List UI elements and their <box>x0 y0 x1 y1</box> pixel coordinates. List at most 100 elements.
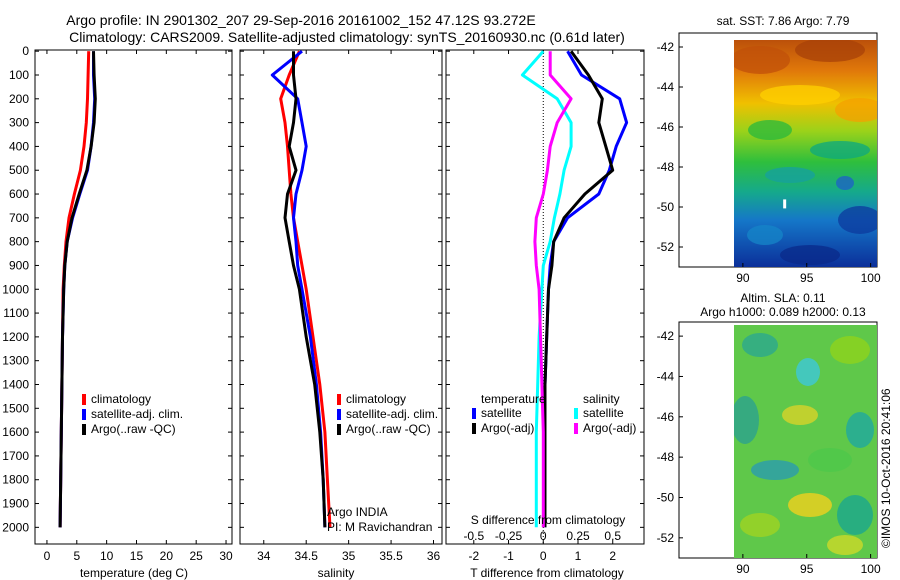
series-line-argo-raw-qc- <box>283 51 327 528</box>
sst-texture <box>810 141 870 159</box>
s-diff-tick-label: 0 <box>540 529 547 543</box>
temperature-xlabel: temperature (deg C) <box>80 566 188 580</box>
series-line-satellite-adj-clim- <box>58 51 97 528</box>
x-tick-label: 34 <box>257 549 271 563</box>
depth-tick-label: 1400 <box>2 377 29 391</box>
depth-tick-label: 1700 <box>2 449 29 463</box>
lon-tick-label: 95 <box>800 271 814 285</box>
sst-map-title: sat. SST: 7.86 Argo: 7.79 <box>717 14 850 28</box>
legend-swatch <box>82 424 86 435</box>
sla-texture <box>837 495 873 535</box>
legend-swatch <box>574 423 578 434</box>
series-line-temperature-argo-adj- <box>543 50 615 528</box>
difference-legend: temperature salinitysatelliteArgo(-adj)sa… <box>472 392 636 435</box>
t-difference-label: T difference from climatology <box>470 566 624 580</box>
depth-tick-label: 400 <box>9 139 29 153</box>
legend-group-label: temperature <box>481 392 546 406</box>
x-tick-label: -2 <box>468 549 479 563</box>
legend-swatch <box>337 424 341 435</box>
lat-tick-label: -48 <box>657 160 675 174</box>
legend-swatch <box>337 394 341 405</box>
sla-texture <box>740 513 780 537</box>
argo-pi-label: PI: M Ravichandran <box>327 520 432 534</box>
sla-field <box>734 325 877 558</box>
lon-tick-label: 100 <box>861 562 881 576</box>
series-line-salinity-satellite <box>520 50 573 528</box>
x-tick-label: 35.5 <box>379 549 403 563</box>
depth-tick-label: 1200 <box>2 330 29 344</box>
legend-swatch <box>337 409 341 420</box>
salinity-axes-frame <box>239 49 443 545</box>
x-tick-label: 25 <box>190 549 204 563</box>
x-tick-label: 35 <box>342 549 356 563</box>
sla-map-title: Altim. SLA: 0.11 <box>740 291 825 305</box>
legend-label: Argo(-adj) <box>481 421 534 435</box>
depth-tick-label: 100 <box>9 68 29 82</box>
depth-tick-label: 1000 <box>2 282 29 296</box>
sla-texture <box>742 333 778 357</box>
sla-texture <box>846 412 874 448</box>
depth-tick-label: 300 <box>9 116 29 130</box>
sst-texture <box>760 85 840 105</box>
sst-texture <box>838 206 877 234</box>
difference-panel: -2 -1 0 1 2 -0.5 -0.25 0 0.25 0.5 S difference f… <box>445 49 645 580</box>
x-tick-label: 2 <box>609 549 616 563</box>
sla-texture <box>788 493 832 517</box>
argo-program-label: Argo INDIA <box>327 505 388 519</box>
depth-tick-label: 1300 <box>2 354 29 368</box>
temperature-panel: 0100200300400500600700800900100011001200… <box>2 44 644 580</box>
lat-tick-label: -48 <box>657 450 675 464</box>
legend-label: satellite-adj. clim. <box>91 407 183 421</box>
depth-tick-label: 900 <box>9 258 29 272</box>
sst-texture <box>734 46 790 74</box>
x-tick-label: 1 <box>575 549 582 563</box>
depth-tick-label: 2000 <box>2 520 29 534</box>
legend-group-label: salinity <box>583 392 620 406</box>
sst-field <box>734 40 877 267</box>
x-tick-label: 0 <box>540 549 547 563</box>
lat-tick-label: -44 <box>657 369 675 383</box>
depth-tick-label: 200 <box>9 92 29 106</box>
depth-tick-label: 1600 <box>2 425 29 439</box>
x-tick-label: 5 <box>73 549 80 563</box>
series-line-argo-raw-qc- <box>58 51 97 528</box>
sst-map: sat. SST: 7.86 Argo: 7.79 -42 -44 -46 -48 -5… <box>657 14 881 285</box>
x-tick-label: 20 <box>160 549 174 563</box>
sst-texture <box>747 225 783 245</box>
legend-swatch <box>82 394 86 405</box>
sla-texture <box>830 336 870 364</box>
lon-tick-label: 90 <box>736 562 750 576</box>
legend-label: Argo(-adj) <box>583 421 636 435</box>
s-diff-tick-label: 0.5 <box>604 529 621 543</box>
depth-tick-label: 800 <box>9 235 29 249</box>
sla-texture <box>827 535 863 555</box>
argo-location-marker <box>783 199 787 209</box>
legend-swatch <box>472 423 476 434</box>
depth-tick-label: 0 <box>22 44 29 58</box>
lat-tick-label: -42 <box>657 40 675 54</box>
sst-texture <box>780 245 840 265</box>
legend-label: satellite <box>583 406 624 420</box>
legend-swatch <box>472 408 476 419</box>
sst-texture <box>835 98 877 122</box>
title-line-1: Argo profile: IN 2901302_207 29-Sep-2016… <box>66 12 535 28</box>
depth-tick-label: 500 <box>9 163 29 177</box>
lat-tick-label: -44 <box>657 80 675 94</box>
lat-tick-label: -46 <box>657 410 675 424</box>
lon-tick-label: 95 <box>800 562 814 576</box>
depth-tick-label: 1800 <box>2 473 29 487</box>
sst-texture <box>765 167 815 183</box>
sla-texture <box>751 460 799 480</box>
x-tick-label: 34.5 <box>295 549 319 563</box>
lon-tick-label: 90 <box>736 271 750 285</box>
lat-tick-label: -52 <box>657 240 675 254</box>
legend-label: climatology <box>91 392 151 406</box>
sst-texture <box>836 176 854 190</box>
imos-timestamp: ©IMOS 10-Oct-2016 20:41:06 <box>879 388 893 548</box>
depth-tick-label: 1500 <box>2 401 29 415</box>
lat-tick-label: -50 <box>657 200 675 214</box>
x-tick-label: -1 <box>503 549 514 563</box>
